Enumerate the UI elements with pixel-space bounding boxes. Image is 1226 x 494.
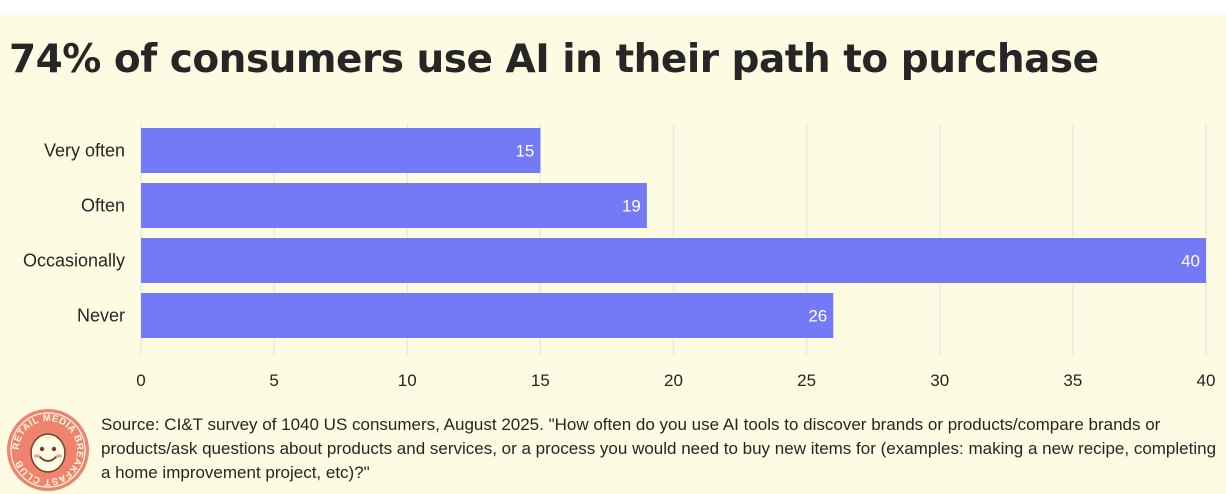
smiling-egg-mascot-icon — [30, 433, 66, 473]
category-label: Occasionally — [23, 251, 125, 271]
x-tick-label: 30 — [930, 371, 949, 390]
bar-value-label: 19 — [622, 197, 641, 216]
bar — [141, 128, 541, 173]
category-labels: Very often Often Occasionally Never — [23, 141, 125, 326]
x-axis-ticks: 0 5 10 15 20 25 30 35 40 — [136, 371, 1215, 390]
x-tick-label: 35 — [1063, 371, 1082, 390]
source-note: Source: CI&T survey of 1040 US consumers… — [101, 415, 1217, 482]
x-tick-label: 20 — [664, 371, 683, 390]
bar — [141, 183, 647, 228]
x-tick-label: 5 — [269, 371, 278, 390]
bar-chart: 15 19 40 26 Very often Often Occasionally Neve… — [23, 123, 1215, 390]
retail-media-breakfast-club-logo-icon: RETAIL MEDIA BREAKFAST CLUB — [7, 409, 89, 491]
bar-value-label: 40 — [1181, 252, 1200, 271]
category-label: Often — [81, 196, 125, 216]
bar — [141, 293, 834, 338]
category-label: Very often — [44, 141, 125, 161]
bars: 15 19 40 26 — [141, 128, 1206, 338]
bar-value-label: 15 — [515, 142, 534, 161]
chart-card: 74% of consumers use AI in their path to… — [0, 15, 1226, 494]
x-tick-label: 0 — [136, 371, 145, 390]
chart-title: 74% of consumers use AI in their path to… — [9, 37, 1099, 82]
x-tick-label: 25 — [797, 371, 816, 390]
bar — [141, 238, 1206, 283]
category-label: Never — [77, 306, 125, 326]
x-tick-label: 40 — [1197, 371, 1216, 390]
x-tick-label: 10 — [398, 371, 417, 390]
bar-value-label: 26 — [808, 307, 827, 326]
logo-ring — [10, 412, 86, 488]
x-tick-label: 15 — [531, 371, 550, 390]
